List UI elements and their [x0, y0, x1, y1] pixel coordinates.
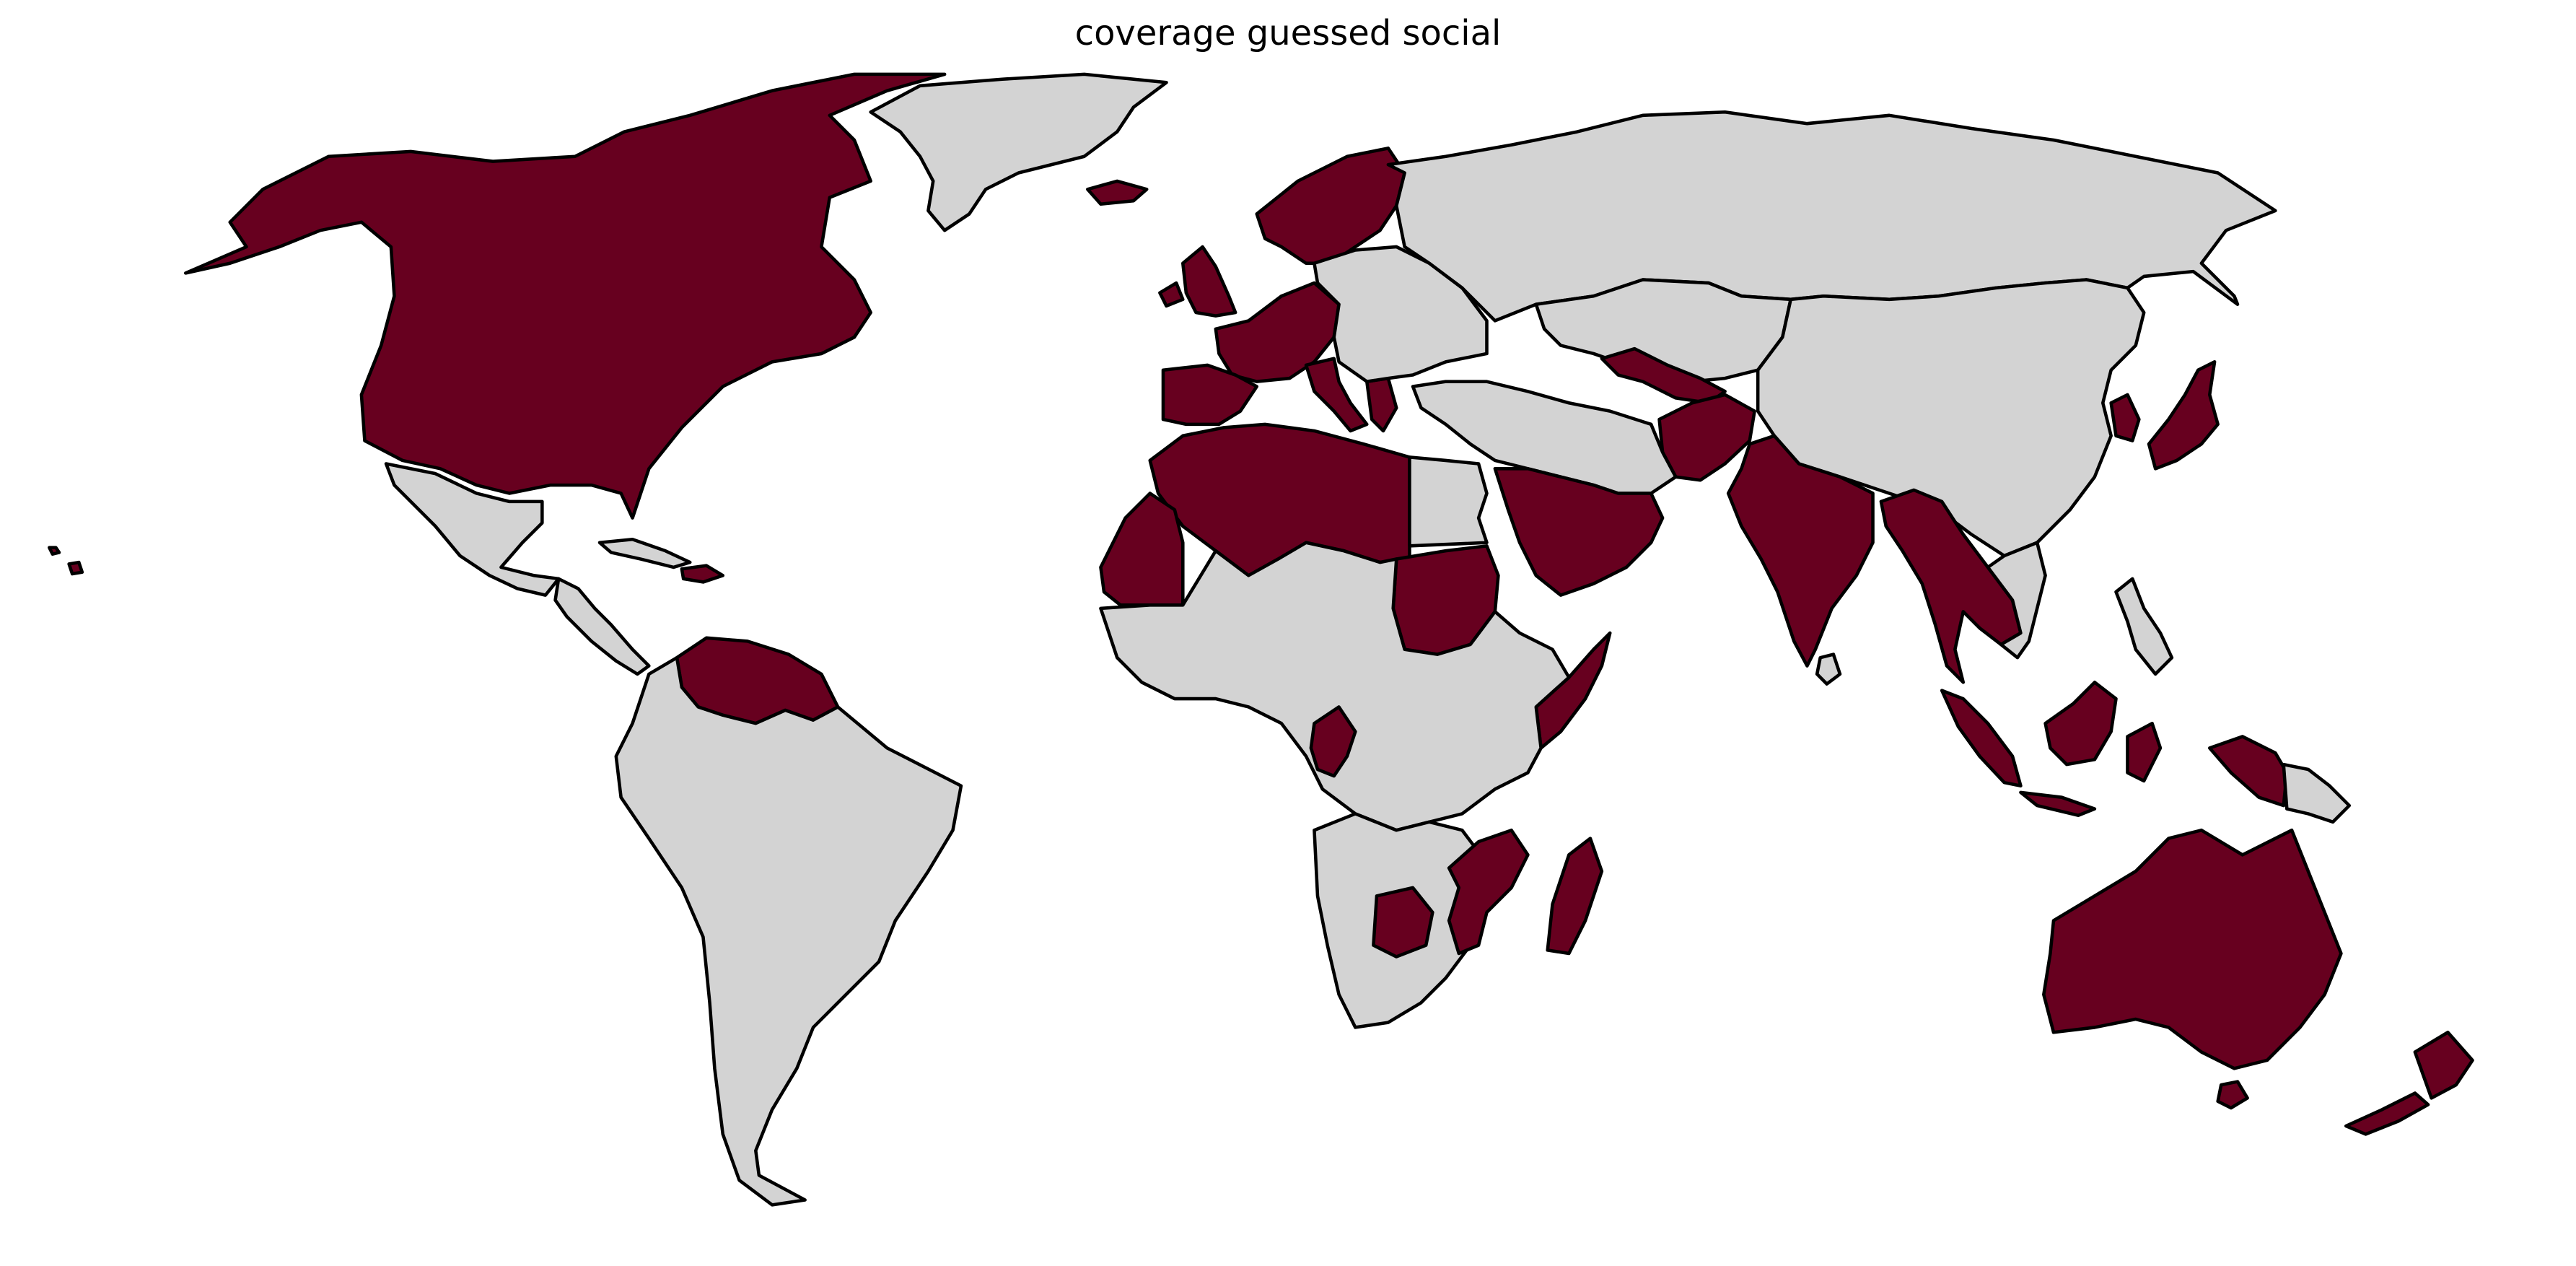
region-somalia[interactable]: [1534, 631, 1612, 750]
region-australia[interactable]: [2042, 828, 2343, 1070]
region-congo[interactable]: [1309, 705, 1357, 778]
region-borneo[interactable]: [2043, 681, 2118, 767]
region-central-africa[interactable]: [1099, 541, 1571, 832]
region-british-isles[interactable]: [1158, 245, 1237, 318]
region-central-america[interactable]: [553, 577, 651, 676]
region-madagascar[interactable]: [1546, 837, 1604, 956]
region-sri-lanka[interactable]: [1815, 652, 1842, 686]
region-sumatra[interactable]: [1940, 689, 2097, 818]
region-greenland[interactable]: [869, 72, 1168, 232]
region-north-america[interactable]: [184, 72, 947, 520]
region-eastern-europe[interactable]: [1313, 245, 1489, 383]
region-italy[interactable]: [1304, 357, 1369, 433]
region-new-zealand[interactable]: [2344, 1030, 2474, 1136]
region-russia[interactable]: [1386, 110, 2277, 323]
map-title: coverage guessed social: [1074, 13, 1502, 53]
region-cuba[interactable]: [597, 537, 692, 569]
region-philippines[interactable]: [2114, 577, 2174, 676]
region-sulawesi-new-guinea-west[interactable]: [2126, 721, 2289, 808]
region-indochina[interactable]: [1986, 541, 2047, 660]
region-myanmar-thailand[interactable]: [1879, 488, 2023, 684]
region-greece[interactable]: [1365, 376, 1398, 433]
region-tasmania[interactable]: [2216, 1080, 2249, 1110]
region-papua-new-guinea[interactable]: [2282, 762, 2352, 824]
region-botswana[interactable]: [1372, 886, 1434, 959]
region-central-asia[interactable]: [1534, 278, 1792, 383]
region-north-africa[interactable]: [1148, 422, 1411, 577]
region-egypt[interactable]: [1408, 455, 1489, 548]
region-iberia[interactable]: [1161, 363, 1259, 427]
region-india[interactable]: [1726, 434, 1875, 668]
region-mexico[interactable]: [384, 462, 561, 597]
region-south-america[interactable]: [614, 655, 963, 1207]
region-scandinavia[interactable]: [1255, 147, 1406, 266]
region-hawaii[interactable]: [48, 546, 84, 576]
region-arabia[interactable]: [1493, 467, 1665, 597]
region-korea[interactable]: [2109, 393, 2141, 442]
region-mauritania-western-sahara[interactable]: [1099, 492, 1185, 607]
region-japan[interactable]: [2147, 360, 2220, 471]
region-hispaniola[interactable]: [680, 564, 725, 584]
region-mozambique[interactable]: [1447, 828, 1530, 956]
region-iceland[interactable]: [1085, 179, 1149, 206]
